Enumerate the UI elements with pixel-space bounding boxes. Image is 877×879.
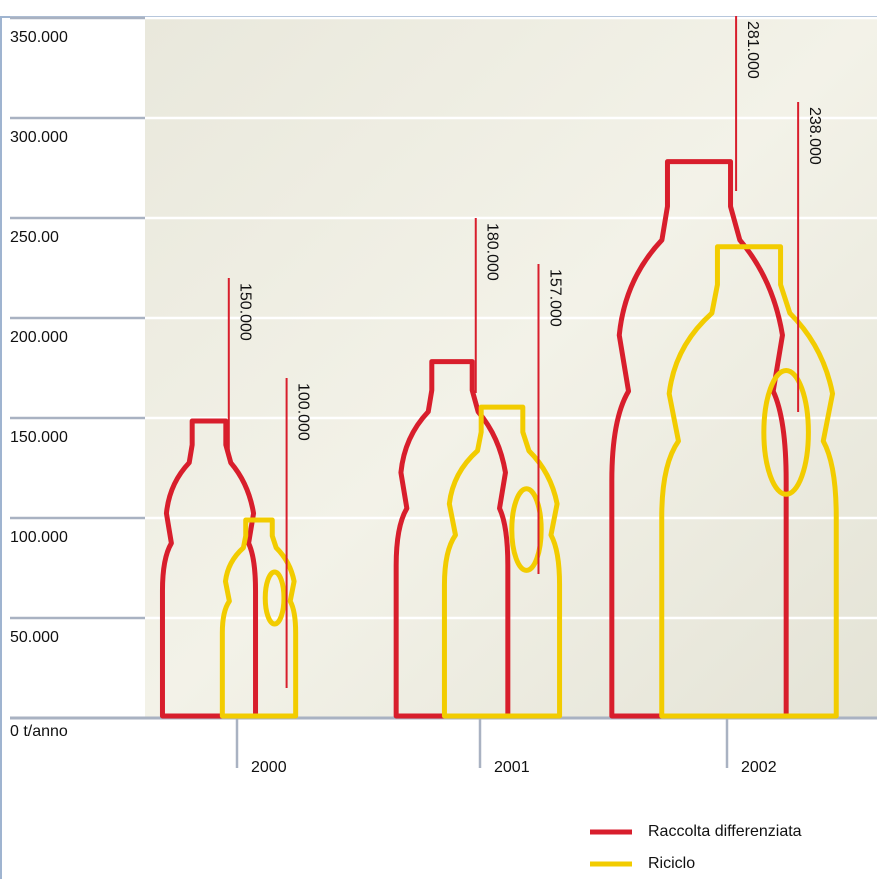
value-label: 100.000	[294, 383, 311, 441]
y-tick-label: 350.000	[10, 29, 68, 46]
value-label: 150.000	[237, 283, 254, 341]
bottle-handle	[761, 368, 811, 497]
y-tick-label: 250.00	[10, 229, 59, 246]
bottle	[219, 517, 299, 719]
value-label: 157.000	[546, 269, 563, 327]
y-tick-label: 0 t/anno	[10, 723, 68, 740]
y-tick-label: 100.000	[10, 529, 68, 546]
y-tick-label: 300.000	[10, 129, 68, 146]
bottle	[441, 404, 563, 719]
value-label: 180.000	[484, 223, 501, 281]
x-tick-label: 2001	[494, 759, 530, 776]
y-tick-label: 50.000	[10, 629, 59, 646]
bottle	[659, 244, 839, 719]
x-tick-label: 2002	[741, 759, 777, 776]
bottle	[159, 418, 259, 719]
y-tick-label: 200.000	[10, 329, 68, 346]
bottle	[609, 159, 789, 719]
x-tick-label: 2000	[251, 759, 287, 776]
bottle-handle	[509, 486, 544, 573]
bottle-handle	[262, 569, 287, 627]
y-tick-label: 150.000	[10, 429, 68, 446]
bottle	[393, 359, 511, 719]
value-label: 281.000	[744, 21, 761, 79]
legend-label: Raccolta differenziata	[648, 823, 802, 840]
legend-label: Riciclo	[648, 855, 695, 872]
value-label: 238.000	[806, 107, 823, 165]
